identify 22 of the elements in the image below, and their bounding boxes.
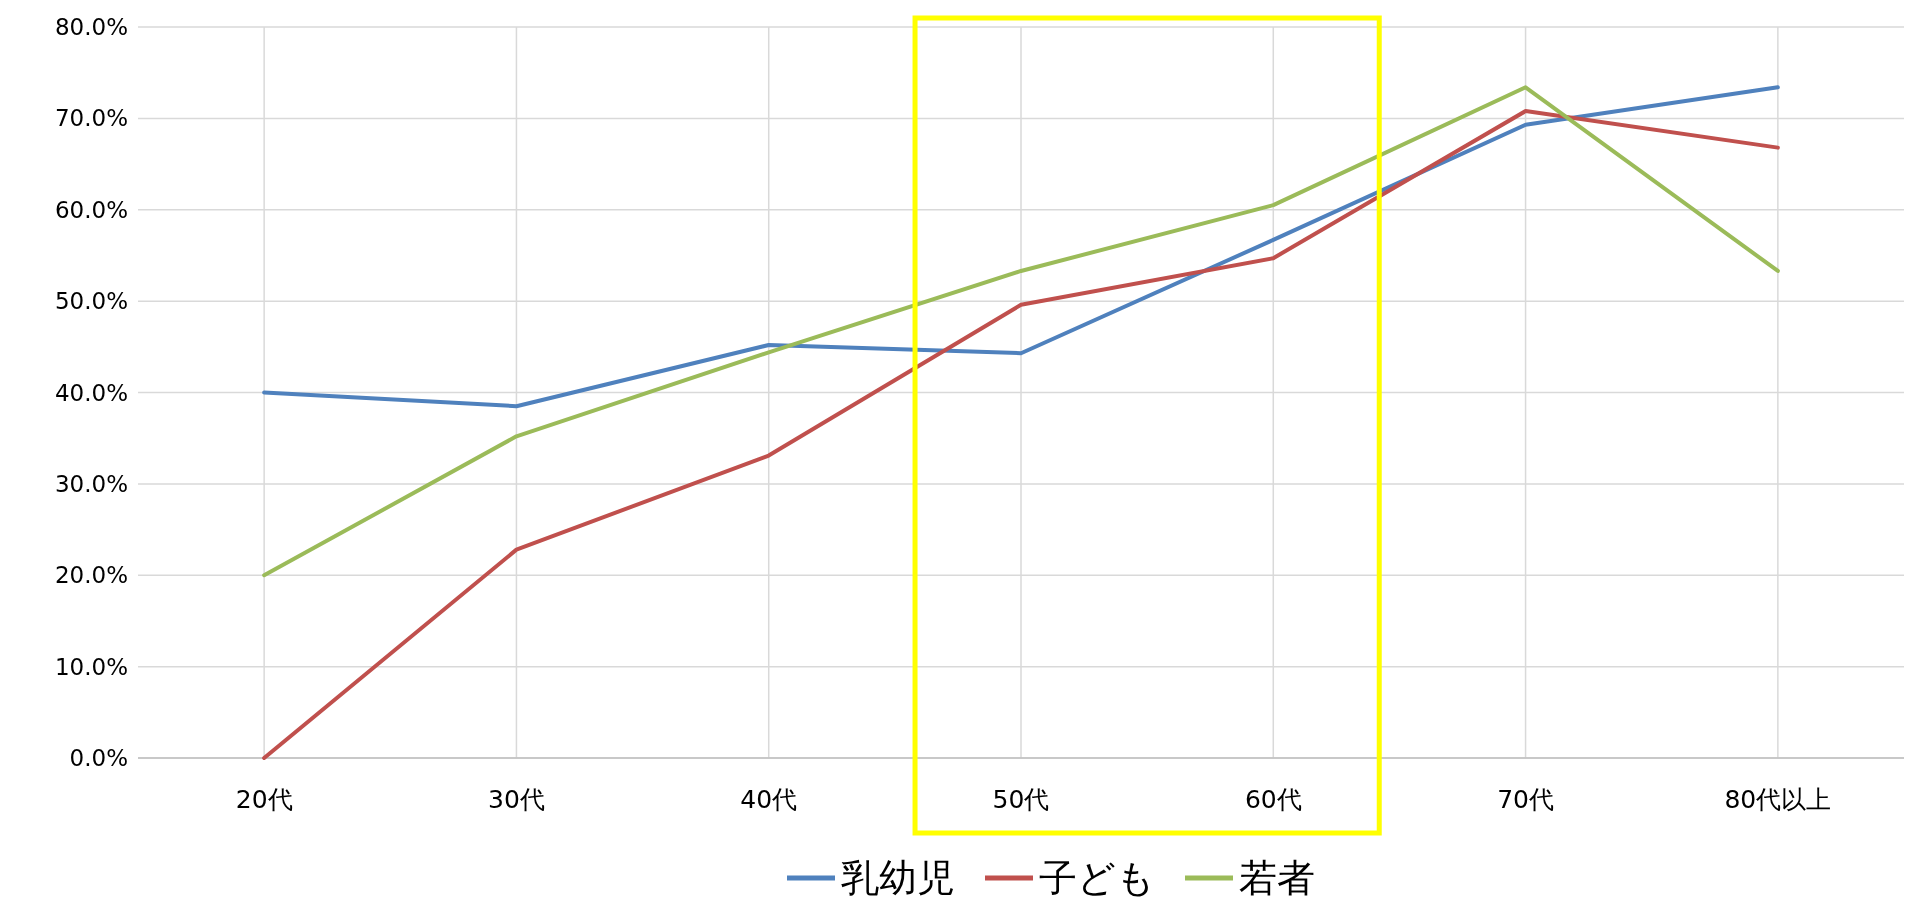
x-tick-label: 60代 xyxy=(1244,785,1302,814)
x-tick-label: 50代 xyxy=(992,785,1050,814)
y-tick-label: 10.0% xyxy=(54,653,128,680)
x-tick-label: 30代 xyxy=(488,785,545,814)
y-tick-label: 0.0% xyxy=(69,745,128,771)
y-tick-label: 50.0% xyxy=(54,288,128,315)
y-tick-label: 40.0% xyxy=(54,379,128,406)
x-tick-label: 70代 xyxy=(1497,785,1554,814)
y-tick-label: 30.0% xyxy=(54,470,128,497)
y-tick-label: 60.0% xyxy=(54,196,128,223)
line-series xyxy=(262,85,1780,578)
x-tick-label: 20代 xyxy=(235,785,293,814)
y-tick-label: 70.0% xyxy=(54,105,128,132)
legend-label: 乳幼児 xyxy=(841,856,955,900)
legend-label: 子ども xyxy=(1039,856,1155,900)
line-series xyxy=(262,109,1780,760)
x-tick-label: 40代 xyxy=(740,785,798,814)
x-tick-label: 80代以上 xyxy=(1724,785,1832,814)
legend-label: 若者 xyxy=(1239,856,1315,900)
y-tick-label: 20.0% xyxy=(54,562,128,589)
line-series xyxy=(262,85,1780,409)
y-tick-label: 80.0% xyxy=(54,14,128,40)
